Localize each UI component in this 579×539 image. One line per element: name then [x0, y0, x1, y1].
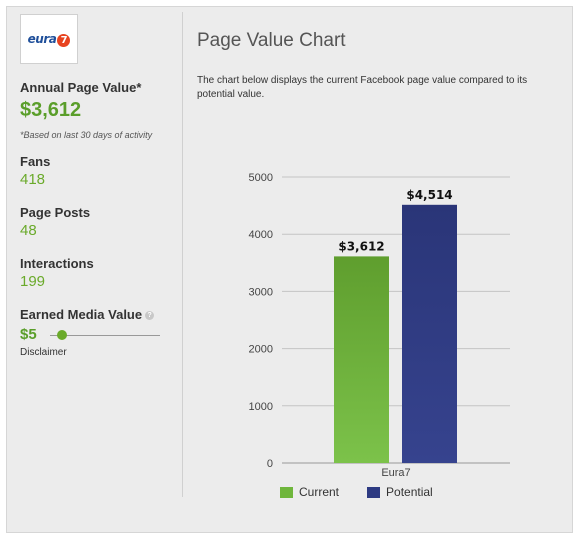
chart-description: The chart below displays the current Fac… — [197, 75, 528, 100]
main-panel — [6, 6, 573, 533]
bar-current — [334, 256, 389, 463]
annual-value-note: *Based on last 30 days of activity — [20, 130, 153, 140]
y-tick-label-1000: 1000 — [249, 401, 273, 413]
earned-media-value-label: Earned Media Value? — [20, 307, 170, 322]
chart-legend: Current Potential — [280, 485, 461, 499]
earned-media-value-section: Earned Media Value? $5 Disclaimer — [20, 307, 170, 358]
data-label-potential: $4,514 — [406, 188, 452, 202]
legend-label-current: Current — [299, 485, 340, 499]
page-posts-label: Page Posts — [20, 205, 91, 220]
slider-track — [50, 334, 160, 336]
legend-label-potential: Potential — [386, 485, 433, 499]
annual-page-value: $3,612 — [20, 99, 82, 121]
emv-slider[interactable] — [50, 329, 160, 341]
slider-knob[interactable] — [57, 329, 67, 340]
page-logo: eura 7 — [20, 14, 78, 64]
x-tick-label-eura7: Eura7 — [381, 467, 410, 479]
y-tick-label-4000: 4000 — [249, 229, 273, 241]
disclaimer-link[interactable]: Disclaimer — [20, 347, 67, 358]
page-posts-stat: Page Posts 48 — [20, 205, 170, 239]
legend-item-potential: Potential — [367, 485, 433, 499]
y-tick-label-5000: 5000 — [249, 172, 273, 184]
emv-row: $5 — [20, 326, 170, 343]
interactions-label: Interactions — [20, 256, 94, 271]
annual-page-value-label: Annual Page Value* — [20, 80, 142, 95]
fans-stat: Fans 418 — [20, 154, 170, 188]
sidebar: Annual Page Value* $3,612 *Based on last… — [20, 80, 170, 358]
interactions-value: 199 — [20, 273, 46, 290]
page-posts-value: 48 — [20, 222, 37, 239]
legend-swatch-current — [280, 486, 293, 498]
earned-media-value: $5 — [20, 326, 37, 343]
y-tick-label-2000: 2000 — [249, 344, 273, 356]
data-label-current: $3,612 — [338, 239, 384, 253]
legend-swatch-potential — [367, 486, 381, 498]
page-title: Page Value Chart — [197, 30, 346, 51]
vertical-divider — [182, 12, 183, 497]
fans-value: 418 — [20, 171, 46, 188]
fans-label: Fans — [20, 154, 51, 169]
help-icon[interactable]: ? — [145, 311, 155, 321]
interactions-stat: Interactions 199 — [20, 256, 170, 290]
y-tick-label-0: 0 — [267, 458, 273, 470]
bar-potential — [402, 204, 457, 463]
y-tick-label-3000: 3000 — [249, 286, 273, 298]
legend-item-current: Current — [280, 485, 339, 499]
logo-wordmark: eura 7 — [28, 32, 71, 47]
